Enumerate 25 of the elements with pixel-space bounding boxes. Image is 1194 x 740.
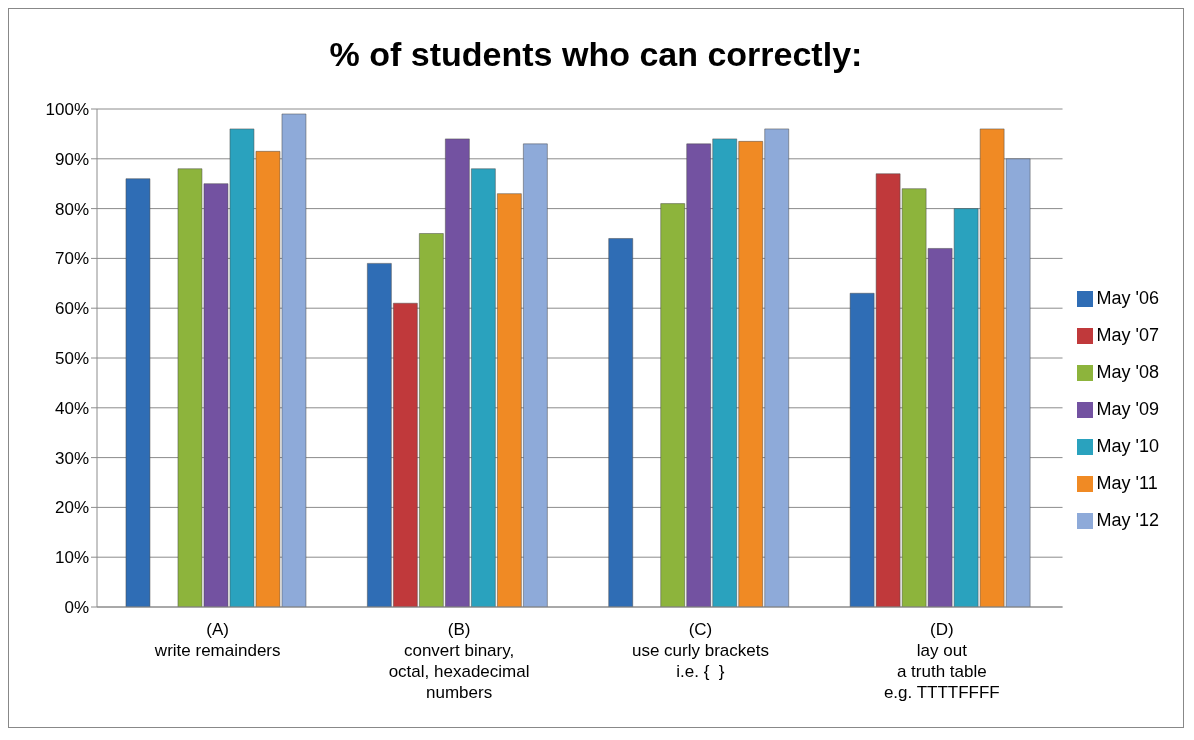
legend-label: May '09	[1096, 398, 1159, 419]
chart-title: % of students who can correctly:	[328, 34, 864, 75]
legend-label: May '06	[1096, 287, 1159, 308]
y-tick-label: 50%	[54, 349, 89, 369]
y-tick-label: 100%	[45, 100, 89, 120]
y-tick-label: 0%	[64, 598, 89, 618]
y-tick-label: 10%	[54, 548, 89, 568]
y-tick-label: 90%	[54, 149, 89, 169]
y-tick-label: 70%	[54, 249, 89, 269]
x-tick-label: (C) use curly brackets i.e. { }	[631, 620, 769, 681]
legend-label: May '12	[1096, 509, 1159, 530]
x-tick-label: (B) convert binary, octal, hexadecimal numbers	[388, 620, 530, 702]
y-tick-label: 80%	[54, 199, 89, 219]
legend-label: May '10	[1096, 435, 1159, 456]
y-tick-label: 20%	[54, 498, 89, 518]
legend-label: May '08	[1096, 361, 1159, 382]
x-tick-label: (A) write remainders	[153, 620, 281, 660]
bar	[608, 238, 633, 607]
x-tick-label: (D) lay out a truth table e.g. TTTTFFFF	[883, 620, 1000, 702]
y-tick-label: 40%	[54, 398, 89, 418]
y-tick-label: 60%	[54, 299, 89, 319]
bar	[125, 178, 151, 607]
y-tick-label: 30%	[54, 448, 89, 468]
legend-label: May '07	[1096, 324, 1159, 345]
legend-label: May '11	[1096, 472, 1158, 493]
